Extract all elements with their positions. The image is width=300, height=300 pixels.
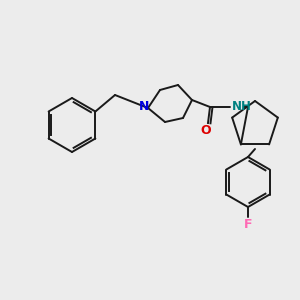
Text: O: O: [201, 124, 211, 136]
Text: NH: NH: [232, 100, 252, 112]
Text: F: F: [244, 218, 252, 232]
Text: N: N: [139, 100, 149, 113]
